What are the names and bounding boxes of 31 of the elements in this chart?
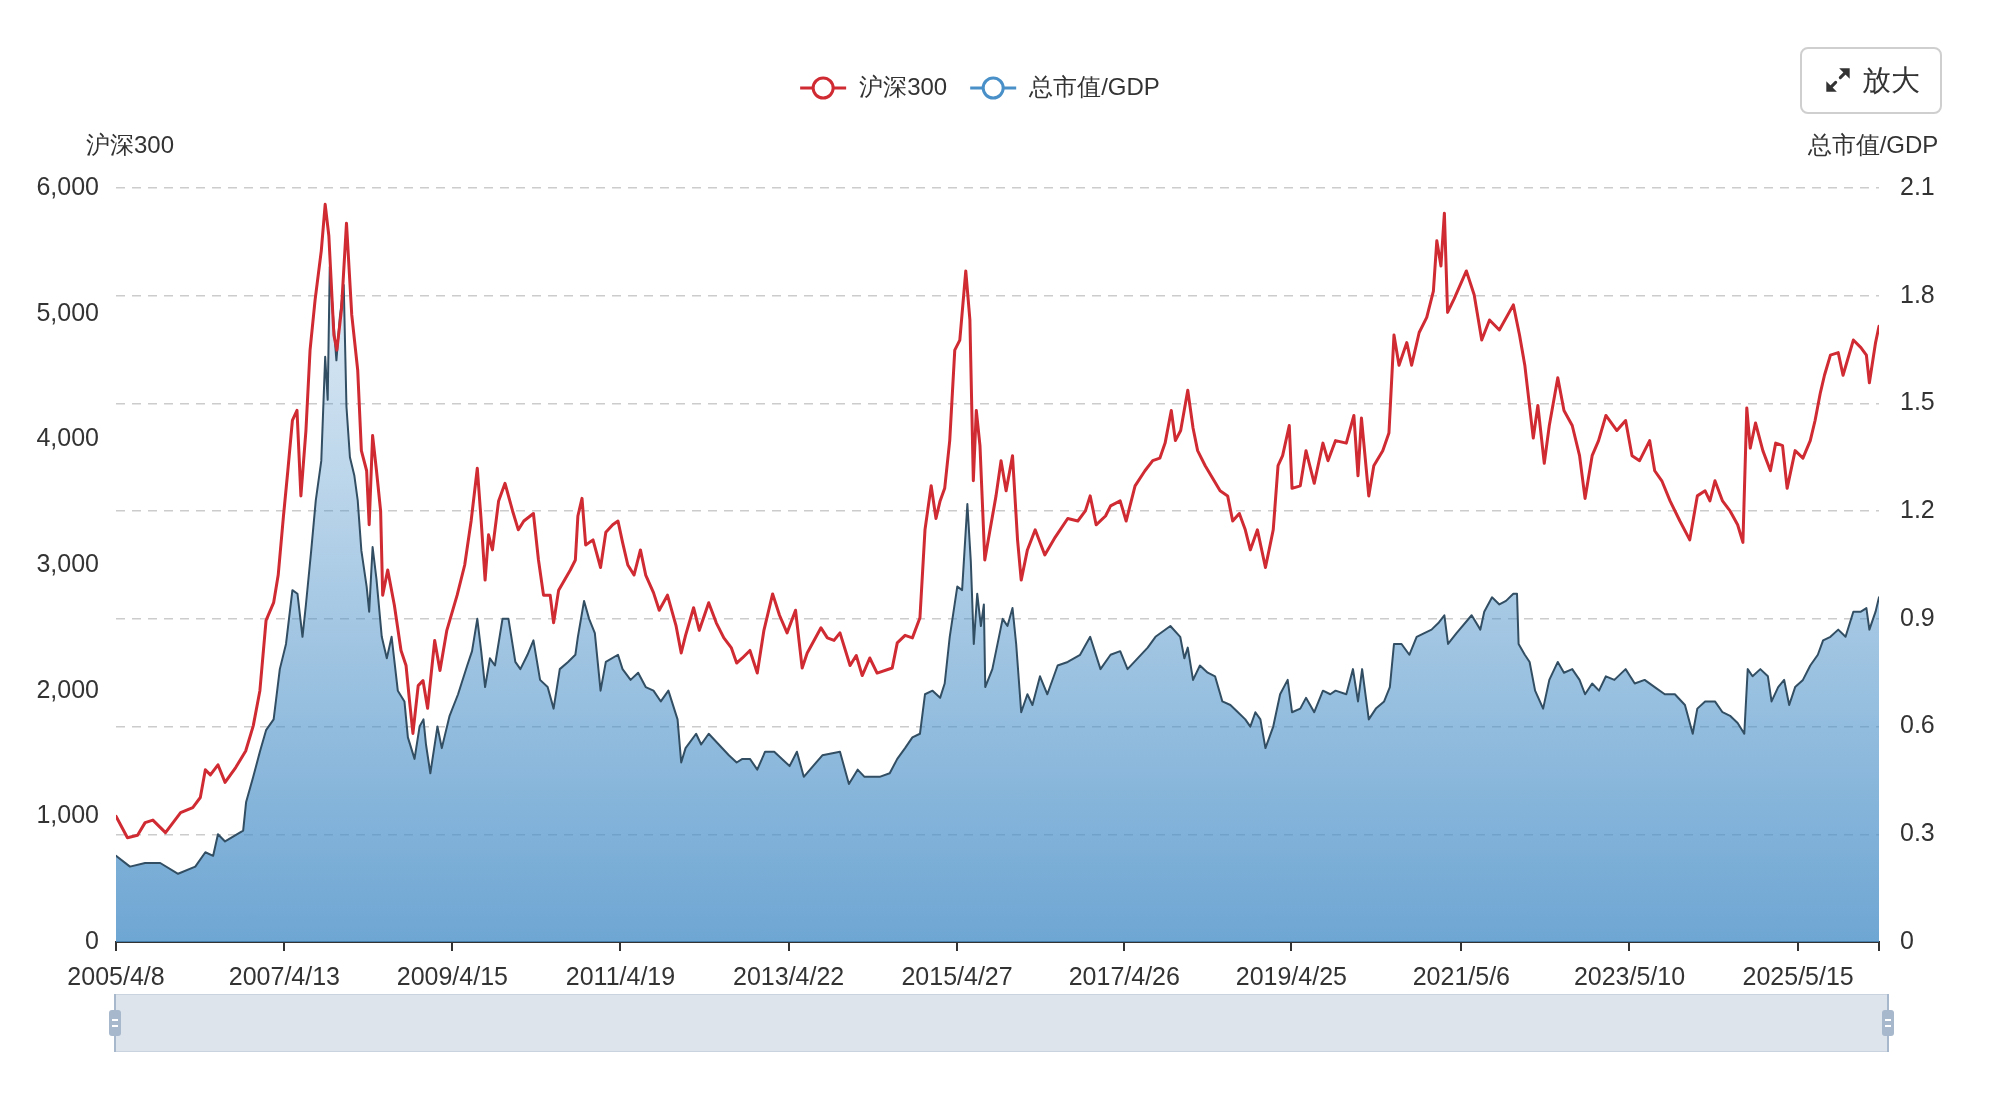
- legend-label: 沪深300: [859, 72, 948, 100]
- y2-axis-title: 总市值/GDP: [1806, 130, 1939, 158]
- y2-tick-label: 1.8: [1900, 279, 1935, 308]
- x-tick-label: 2007/4/13: [228, 961, 341, 990]
- y-tick-label: 0: [85, 925, 99, 954]
- y2-tick-label: 1.5: [1900, 387, 1935, 416]
- x-tick-label: 2009/4/15: [396, 961, 508, 990]
- y2-tick-label: 2.1: [1900, 171, 1935, 200]
- y2-tick-label: 0.6: [1900, 710, 1935, 739]
- x-tick-label: 2015/4/27: [901, 961, 1013, 990]
- x-tick-label: 2025/5/15: [1742, 961, 1854, 990]
- y-axis-title: 沪深300: [85, 130, 175, 158]
- y2-tick-label: 0.9: [1900, 602, 1935, 631]
- y-tick-label: 6,000: [36, 171, 99, 200]
- x-tick-label: 2011/4/19: [565, 961, 676, 990]
- x-tick-label: 2013/4/22: [733, 961, 845, 990]
- x-tick-label: 2021/5/6: [1412, 961, 1510, 990]
- x-tick-label: 2005/4/8: [67, 961, 165, 990]
- y-tick-label: 1,000: [36, 800, 99, 829]
- y-tick-label: 4,000: [36, 423, 99, 452]
- text: 放大: [1862, 63, 1920, 97]
- y2-tick-label: 1.2: [1900, 495, 1935, 524]
- y-tick-label: 3,000: [36, 548, 99, 577]
- y-tick-label: 5,000: [36, 297, 99, 326]
- x-tick-label: 2017/4/26: [1068, 961, 1180, 990]
- y-tick-label: 2,000: [36, 674, 99, 703]
- x-tick-label: 2023/5/10: [1573, 961, 1686, 990]
- legend-label: 总市值/GDP: [1028, 72, 1160, 100]
- y2-tick-label: 0.3: [1900, 818, 1935, 847]
- x-tick-label: 2019/4/25: [1235, 961, 1347, 990]
- y2-tick-label: 0: [1900, 925, 1914, 954]
